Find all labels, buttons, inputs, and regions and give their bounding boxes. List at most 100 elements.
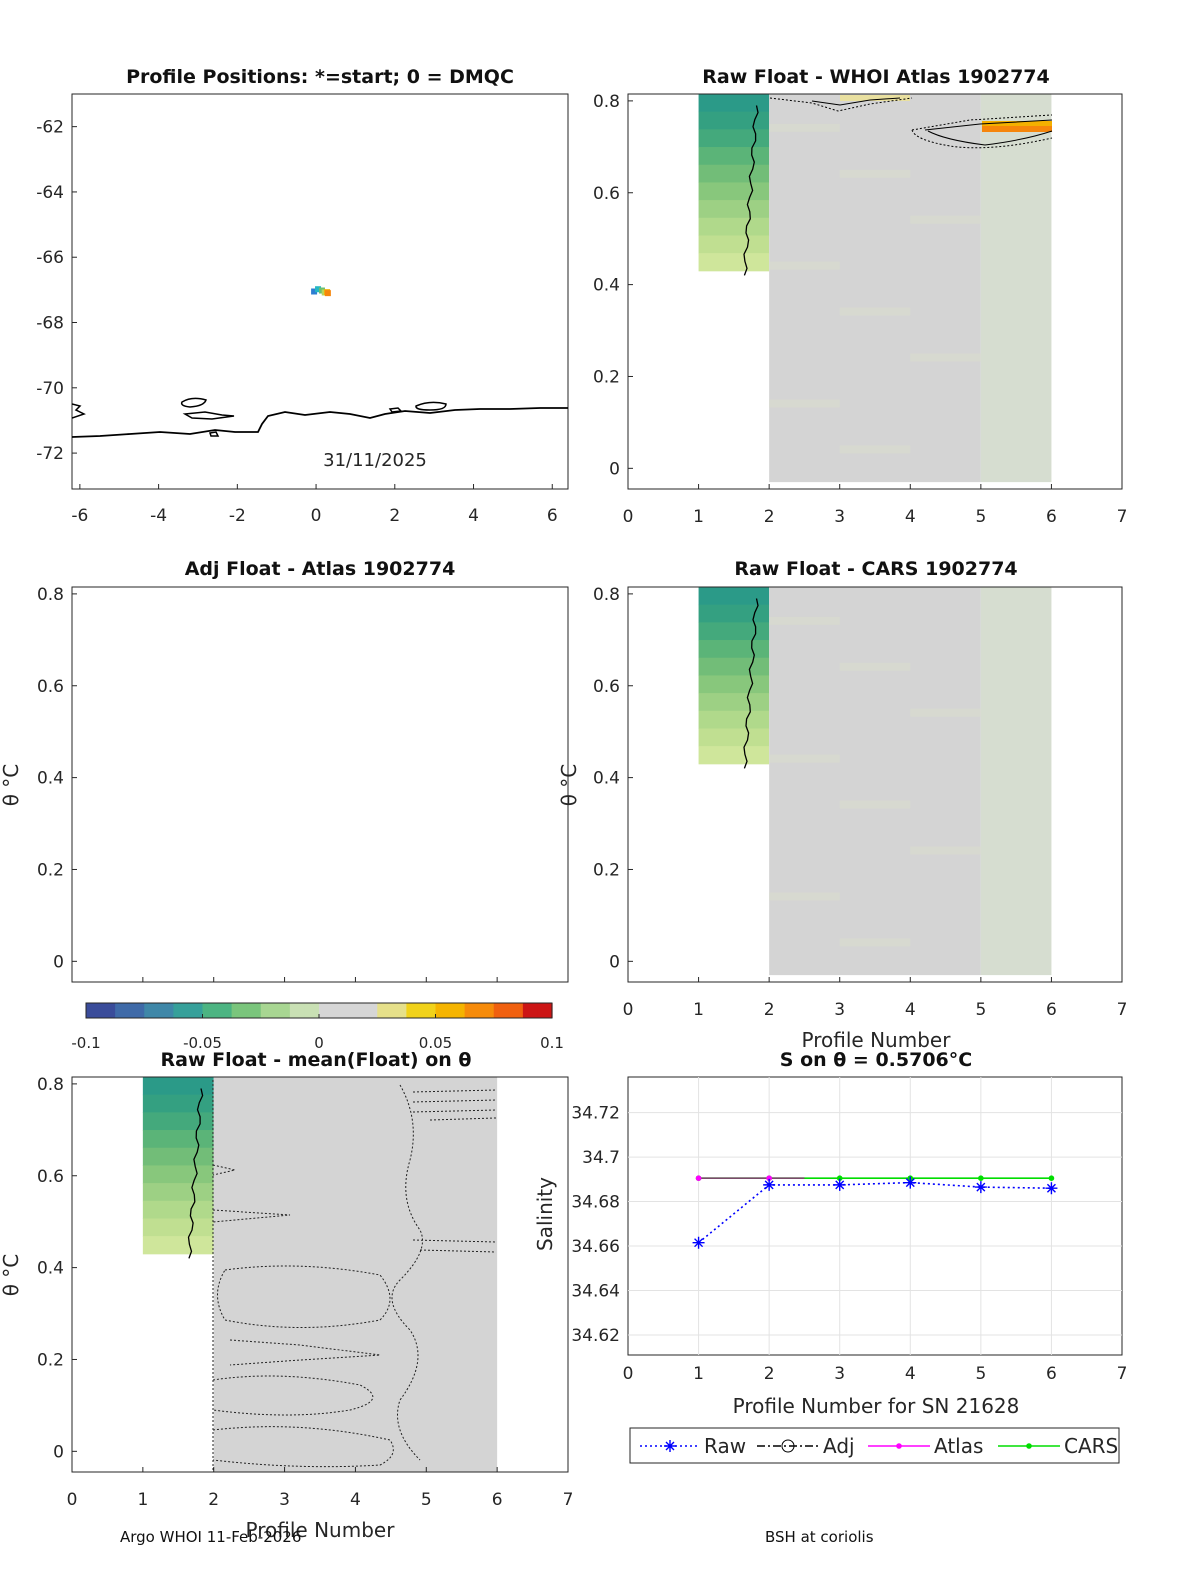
colorbar-cell	[493, 1003, 509, 1018]
x-tick-label: 0	[623, 1000, 634, 1020]
colorbar-cell	[435, 1003, 451, 1018]
float-anomaly-cell	[142, 1130, 214, 1149]
positions-y-ticks: -62 -64 -66 -68 -70 -72	[36, 118, 77, 464]
climatology-difference-field	[980, 94, 1052, 483]
raw-mean-contour-10	[412, 1239, 497, 1253]
float-anomaly-cell	[142, 1183, 214, 1202]
legend-items: Raw Adj Atlas CARS	[640, 1434, 1118, 1458]
float-anomaly-cell	[698, 217, 770, 236]
raw-cars-axes-box	[627, 586, 1123, 983]
y-tick-label: 0.2	[37, 1350, 64, 1370]
colorbar-cell	[362, 1003, 378, 1018]
mean-difference-field	[213, 1077, 498, 1472]
raw-mean-contours	[212, 1080, 497, 1470]
legend-label-atlas: Atlas	[934, 1434, 983, 1458]
coastline-west	[72, 403, 86, 419]
raw-atlas-contour-1	[811, 97, 901, 106]
y-tick-label: 0.6	[37, 1167, 64, 1187]
raw-atlas-x-ticks: 0 1 2 3 4 5 6 7	[623, 484, 1127, 527]
y-tick-label: 0	[609, 459, 620, 479]
legend-label-raw: Raw	[704, 1434, 746, 1458]
positions-y-tick-label: -62	[36, 118, 64, 138]
climatology-difference-cell	[910, 846, 981, 855]
island-5	[209, 431, 220, 437]
legend-label-adj: Adj	[823, 1434, 855, 1458]
x-tick-label: 4	[905, 1000, 916, 1020]
positions-x-tick-label: -6	[71, 506, 88, 526]
positions-x-tick-label: 6	[547, 506, 558, 526]
float-anomaly-cell	[142, 1165, 214, 1184]
y-tick-label: 0.8	[37, 1075, 64, 1095]
colorbar-cell	[246, 1003, 262, 1018]
colorbar-cell	[129, 1003, 145, 1018]
raw-mean-heatmap	[142, 1077, 498, 1472]
legend-marker-cars	[1026, 1443, 1032, 1449]
raw-mean-contour-3	[412, 1089, 497, 1121]
legend-marker-raw	[664, 1440, 676, 1452]
adj-atlas-x-tick-marks	[142, 977, 498, 982]
positions-title: Profile Positions: *=start; 0 = DMQC	[126, 66, 514, 88]
climatology-difference-cell	[839, 800, 911, 809]
x-tick-label: 6	[1046, 507, 1057, 527]
float-anomaly-cell	[698, 111, 770, 130]
float-anomaly-cell	[698, 640, 770, 659]
island-3	[415, 401, 447, 411]
colorbar-cell	[275, 1003, 291, 1018]
raw-atlas-title: Raw Float - WHOI Atlas 1902774	[702, 66, 1049, 88]
float-anomaly-cell	[698, 622, 770, 641]
raw-atlas-warm-patch-3	[982, 126, 1052, 132]
float-anomaly-cell	[698, 657, 770, 676]
series-point-cars	[978, 1175, 984, 1181]
positions-x-tick-label: -4	[150, 506, 167, 526]
climatology-difference-field	[980, 587, 1052, 976]
series-point-atlas	[766, 1175, 772, 1181]
colorbar-cell	[231, 1003, 247, 1018]
raw-mean-x-label: Profile Number	[246, 1518, 396, 1542]
float-anomaly-cell	[698, 587, 770, 606]
island-2	[182, 411, 235, 420]
position-point	[311, 288, 318, 295]
raw-atlas-axes-box	[627, 93, 1123, 490]
colorbar-cell	[202, 1003, 218, 1018]
float-anomaly-cell	[142, 1094, 214, 1113]
float-anomaly-cell	[698, 728, 770, 747]
raw-atlas-contour-3	[924, 119, 1053, 131]
footer-right: BSH at coriolis	[765, 1528, 874, 1546]
salinity-x-ticks: 0 1 2 3 4 5 6 7	[623, 1364, 1128, 1384]
float-anomaly-cell	[142, 1236, 214, 1255]
x-tick-label: 5	[975, 1000, 986, 1020]
salinity-y-tick-label: 34.62	[571, 1326, 620, 1346]
float-anomaly-cell	[698, 200, 770, 219]
colorbar-tick-label: 0.1	[540, 1034, 564, 1052]
float-anomaly-cell	[698, 710, 770, 729]
raw-cars-x-label: Profile Number	[802, 1028, 952, 1052]
colorbar-cell	[348, 1003, 364, 1018]
legend-marker-adj	[781, 1439, 795, 1453]
colorbar-cell	[522, 1003, 539, 1018]
x-tick-label: 5	[421, 1490, 432, 1510]
climatology-difference-cell	[769, 261, 840, 270]
salinity-y-tick-label: 34.7	[582, 1148, 620, 1168]
positions-y-tick-label: -68	[36, 314, 64, 334]
salinity-y-tick-label: 34.68	[571, 1193, 620, 1213]
positions-y-tick-label: -64	[36, 183, 64, 203]
salinity-axes-box	[627, 1076, 1123, 1356]
raw-atlas-warm-patch-1	[840, 95, 910, 101]
colorbar-tick-label: -0.05	[183, 1034, 222, 1052]
float-anomaly-cell	[698, 746, 770, 765]
y-tick-label: 0.8	[593, 585, 620, 605]
colorbar-cell	[289, 1003, 306, 1018]
salinity-x-tick-label: 7	[1117, 1364, 1128, 1384]
x-tick-label: 7	[563, 1490, 574, 1510]
raw-mean-y-label: θ °C	[0, 1254, 23, 1297]
x-tick-label: 3	[834, 507, 845, 527]
colorbar-cell	[115, 1003, 131, 1018]
positions-panel: Profile Positions: *=start; 0 = DMQC 31/…	[36, 66, 569, 526]
series-point-raw	[1045, 1182, 1058, 1195]
colorbar-cells	[86, 1003, 553, 1018]
colorbar-cell	[391, 1003, 407, 1018]
footer-left: Argo WHOI 11-Feb-2026	[120, 1528, 301, 1546]
salinity-y-label: Salinity	[533, 1177, 557, 1251]
